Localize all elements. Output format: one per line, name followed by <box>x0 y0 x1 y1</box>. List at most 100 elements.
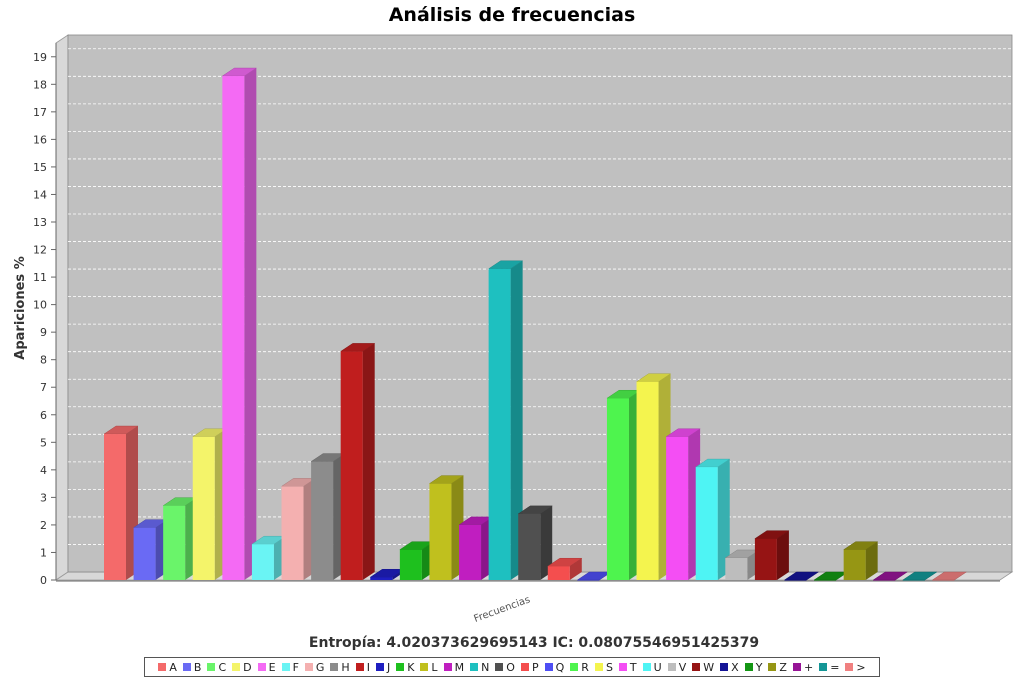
bar-front <box>518 513 541 580</box>
legend-swatch <box>618 663 627 671</box>
legend-label: J <box>386 660 391 674</box>
legend-item: H <box>330 660 350 674</box>
legend-label: U <box>653 660 662 674</box>
legend-swatch <box>232 663 241 671</box>
bar-I <box>339 343 376 580</box>
legend-swatch <box>420 663 429 671</box>
legend-label: + <box>803 660 814 674</box>
bar-L <box>428 475 465 580</box>
bar-front <box>636 381 659 580</box>
legend-label: M <box>454 660 465 674</box>
legend-label: W <box>703 660 715 674</box>
legend-swatch <box>720 663 729 671</box>
bar-front <box>666 436 689 580</box>
frequency-bar-chart: Análisis de frecuencias 0123456789101112… <box>13 4 1014 651</box>
bar-side <box>865 541 878 580</box>
legend-item: G <box>304 660 325 674</box>
bar-C <box>162 497 198 580</box>
legend-swatch <box>330 663 339 671</box>
bar-P <box>546 557 583 580</box>
bar-front <box>370 577 393 580</box>
bar-front <box>340 351 363 580</box>
bar-front <box>311 461 334 580</box>
legend-swatch <box>257 663 266 671</box>
bar-X <box>783 571 820 581</box>
bar-front <box>754 538 777 580</box>
legend-swatch <box>158 663 167 671</box>
bar-front <box>873 580 896 581</box>
legend-item: = <box>819 661 839 674</box>
bar-front <box>843 549 866 580</box>
bars <box>103 67 968 581</box>
legend-item: V <box>667 660 687 674</box>
legend-item: + <box>792 660 814 674</box>
legend-swatch <box>792 663 801 671</box>
y-tick-label: 1 <box>40 546 47 559</box>
bar-D <box>191 428 228 580</box>
bar-front <box>902 580 925 581</box>
legend-swatch <box>396 663 405 671</box>
legend-item: T <box>618 660 637 674</box>
legend-item: D <box>232 660 252 674</box>
y-tick-label: 7 <box>40 381 47 394</box>
y-tick-label: 10 <box>33 299 47 312</box>
legend-label: G <box>315 660 325 674</box>
bar-R <box>606 389 642 580</box>
legend-label: E <box>268 660 276 674</box>
legend-label: Z <box>779 660 787 674</box>
legend-swatch <box>495 663 504 671</box>
bar-front <box>104 434 126 580</box>
legend-label: V <box>678 660 687 674</box>
y-tick-label: 18 <box>33 78 47 91</box>
plot-left-wall <box>55 34 69 581</box>
bar-B <box>132 519 169 580</box>
legend-label: T <box>629 660 637 674</box>
y-tick-label: 2 <box>40 519 47 532</box>
bar-side <box>244 68 257 581</box>
bar-side <box>776 530 789 580</box>
y-tick-label: 17 <box>33 106 47 119</box>
bar-front <box>784 580 807 581</box>
legend-label: O <box>506 660 515 674</box>
bar-front <box>606 398 629 580</box>
bar-front <box>695 467 718 580</box>
bar-front <box>459 524 482 580</box>
legend-label: Q <box>555 660 565 674</box>
legend-item: M <box>443 660 465 674</box>
bar-S <box>635 373 672 580</box>
y-tick-label: 4 <box>40 464 47 477</box>
y-tick-label: 3 <box>40 491 47 504</box>
bar-N <box>487 260 524 580</box>
legend-label: H <box>341 660 350 674</box>
legend-label: R <box>581 660 589 674</box>
legend-item: X <box>720 661 739 674</box>
legend-swatch <box>692 663 701 671</box>
bar-A <box>103 425 139 580</box>
chart-title: Análisis de frecuencias <box>389 4 636 26</box>
y-tick-label: 6 <box>40 409 47 422</box>
legend-swatch <box>667 663 676 671</box>
legend-item: S <box>594 661 613 674</box>
legend-swatch <box>470 663 479 671</box>
legend-swatch <box>443 663 452 671</box>
legend-swatch <box>845 663 854 671</box>
legend-item: Z <box>768 661 787 674</box>
legend-item: Y <box>744 661 762 674</box>
bar-side <box>362 343 375 580</box>
bar-front <box>281 486 304 580</box>
y-axis-label: Apariciones % <box>13 256 28 359</box>
y-tick-label: 9 <box>40 326 47 339</box>
legend-label: > <box>856 660 866 674</box>
entropy-subtitle: Entropía: 4.020373629695143 IC: 0.080755… <box>309 635 759 651</box>
legend-swatch <box>570 663 579 671</box>
bar-front <box>163 505 186 580</box>
bar-G <box>280 478 317 580</box>
legend-label: D <box>243 660 252 674</box>
y-tick-label: 0 <box>40 574 47 587</box>
x-category-label: Frecuencias <box>473 594 532 625</box>
bar-front <box>932 580 955 581</box>
legend-item: Q <box>544 660 565 674</box>
legend-item: W <box>692 661 714 674</box>
bar-front <box>725 557 748 580</box>
